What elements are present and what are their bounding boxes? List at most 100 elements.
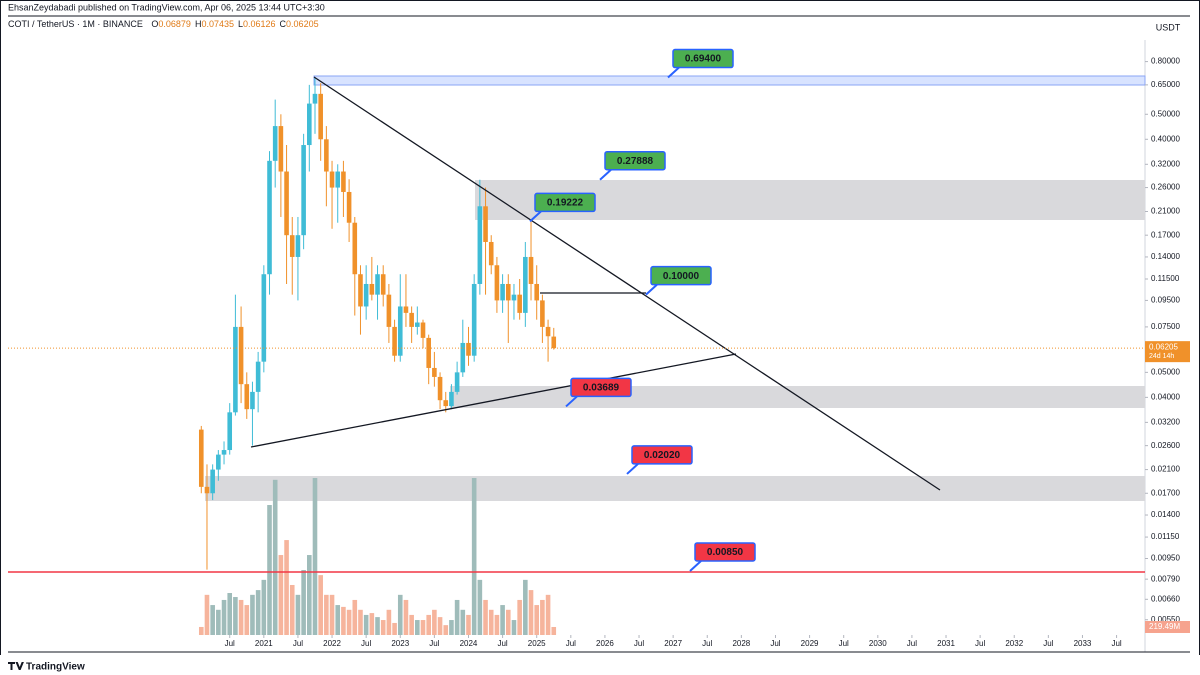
volume-bar [267, 505, 272, 635]
y-tick-label: 0.09500 [1151, 296, 1180, 305]
volume-bar [375, 617, 380, 635]
y-tick-label: 0.01700 [1151, 488, 1180, 497]
trend-line [250, 353, 737, 448]
volume-bar [443, 625, 449, 635]
volume-bar [250, 594, 255, 635]
y-tick-label: 0.50000 [1151, 109, 1180, 118]
x-tick-label: 2029 [801, 639, 819, 648]
volume-bar [204, 594, 210, 635]
x-tick-label: Jul [293, 639, 303, 648]
x-tick-label: 2026 [596, 639, 614, 648]
candle-body [267, 160, 272, 275]
candle-body [380, 274, 386, 295]
volume-bar [324, 594, 329, 635]
x-tick-label: Jul [361, 639, 371, 648]
candle-body [528, 256, 534, 284]
volume-bar [488, 609, 494, 635]
volume-bar [471, 478, 477, 635]
callout-pointer [626, 463, 639, 475]
ohlc-value: 0.06126 [243, 19, 276, 29]
volume-bar [432, 609, 437, 635]
y-tick-label: 0.11500 [1151, 274, 1180, 283]
callout-box [694, 542, 756, 562]
volume-bar [505, 609, 511, 635]
candle-body [324, 139, 329, 172]
candle-body [386, 294, 392, 327]
axes: 0.80000 0.65000 0.50000 0.40000 0.32000 0.260… [225, 57, 1190, 648]
candle-body [307, 103, 312, 146]
candle-body [301, 145, 306, 236]
volume-bar [363, 614, 369, 635]
ohlc-letter: L [238, 19, 243, 29]
candle-body [466, 342, 471, 356]
candle-body [358, 274, 363, 307]
volume-bar [551, 626, 557, 635]
candle-body [505, 283, 511, 301]
candle-body [318, 93, 323, 140]
candle-body [198, 429, 204, 487]
volume-bar [483, 599, 488, 635]
candle-body [483, 206, 488, 242]
zone [205, 476, 1145, 501]
x-tick-label: 2021 [255, 639, 273, 648]
x-tick-label: 2024 [460, 639, 478, 648]
drawings: 0.69400 0.27888 0.19222 0.10000 0.03689 0.020… [8, 48, 1145, 573]
volume-bar [545, 594, 551, 635]
y-tick-label: 0.00790 [1151, 574, 1180, 583]
callout-pointer [599, 168, 612, 181]
candle-body [369, 283, 375, 295]
volume-bar [477, 579, 483, 635]
x-tick-label: 2023 [391, 639, 409, 648]
x-tick-label: Jul [839, 639, 849, 648]
candle-body [437, 376, 443, 401]
candle-body [312, 93, 318, 104]
volume-bar [352, 599, 358, 635]
x-tick-label: 2028 [732, 639, 750, 648]
candle-body [500, 283, 505, 301]
y-tick-label: 0.40000 [1151, 134, 1180, 143]
volume-bar [312, 478, 318, 635]
y-tick-label: 0.01150 [1151, 532, 1180, 541]
candle-body [278, 126, 284, 172]
y-tick-label: 0.26000 [1151, 183, 1180, 192]
x-tick-label: Jul [566, 639, 576, 648]
volume-bar [261, 579, 267, 635]
ohlc-letter: H [195, 19, 202, 29]
x-tick-label: Jul [770, 639, 780, 648]
volume-bar [409, 614, 414, 635]
y-tick-label: 0.14000 [1151, 252, 1180, 261]
x-tick-label: 2022 [323, 639, 341, 648]
volume-bar [233, 597, 238, 635]
zone [313, 75, 1146, 86]
volume-tag-label: 219.49M [1149, 622, 1180, 631]
currency: USDT [1156, 22, 1181, 32]
trend-line [313, 76, 941, 491]
x-tick-label: Jul [429, 639, 439, 648]
candle-body [210, 469, 215, 494]
volume-bar [386, 609, 392, 635]
callout-box [631, 445, 693, 465]
callout-pointer [645, 283, 658, 296]
volume-bar [335, 605, 341, 635]
countdown: 24d 14h [1149, 353, 1174, 360]
candle-body [289, 235, 295, 257]
candle-body [295, 235, 301, 257]
callout-box [604, 150, 666, 171]
candle-body [545, 326, 551, 337]
symbol: COTI / TetherUS · 1M · BINANCE [8, 19, 143, 29]
volume-bar [540, 599, 545, 635]
candle-body [443, 400, 449, 407]
candle-body [540, 300, 545, 327]
candle-body [284, 171, 289, 236]
candles [198, 77, 557, 570]
callout-pointer [529, 210, 542, 223]
brand: TradingView [26, 662, 85, 673]
candle-body [432, 367, 437, 377]
volume-bar [449, 620, 454, 635]
candle-body [415, 322, 420, 327]
callout-label: 0.27888 [617, 156, 654, 167]
x-tick-label: 2027 [664, 639, 682, 648]
ohlc-value: 0.07435 [201, 19, 234, 29]
volume-bar [466, 614, 471, 635]
